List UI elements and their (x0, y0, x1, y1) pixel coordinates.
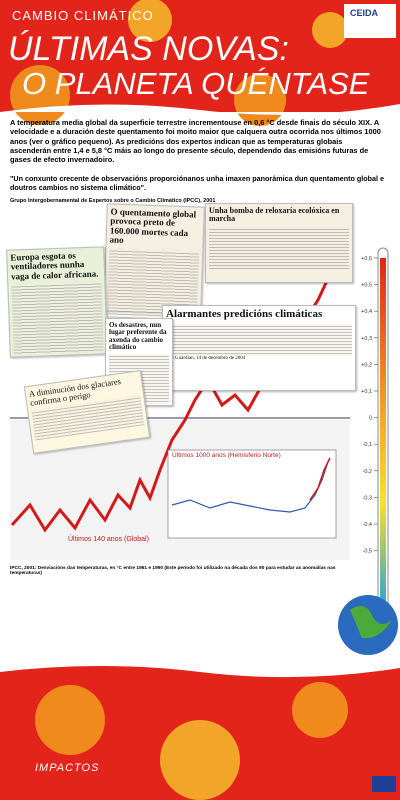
tick-label: -0,5 (363, 549, 372, 555)
title: ÚLTIMAS NOVAS: (8, 30, 289, 68)
headline: Alarmantes predicións climáticas (166, 308, 323, 320)
tick-label: -0,3 (363, 495, 372, 501)
tick-label: 0 (369, 416, 372, 422)
kicker: CAMBIO CLIMÁTICO (12, 8, 154, 23)
dot (312, 12, 348, 48)
eu-flag (372, 776, 396, 792)
dot (35, 685, 105, 755)
tick-label: -0,2 (363, 469, 372, 475)
graph-caption: IPCC, 2001: Desviacións das temperaturas… (10, 566, 336, 576)
text-lines (11, 281, 104, 355)
source: The Guardian, 14 de decembro de 2004 (166, 355, 246, 361)
tick-label: -0,4 (363, 522, 372, 528)
tick-label: +0,5 (361, 283, 372, 289)
globe-land (350, 606, 392, 639)
section-label: IMPACTOS (35, 762, 100, 774)
headline: O quentamento global provoca preto de 16… (109, 206, 197, 246)
instrumental-line (309, 457, 331, 501)
quote: "Un conxunto crecente de observacións pr… (10, 174, 385, 192)
headline: Unha bomba de reloxaría ecolóxica en mar… (209, 206, 340, 224)
inset-graph (167, 449, 337, 539)
title: O PLANETA QUÉNTASE (22, 66, 370, 101)
thermometer-liquid (380, 258, 386, 608)
clipping: Europa esgota os ventiladores nunha vaga… (6, 246, 108, 358)
dot (160, 720, 240, 800)
clipping: O quentamento global provoca preto de 16… (103, 203, 205, 322)
tick-label: +0,2 (361, 362, 372, 368)
logo-box (344, 4, 396, 38)
graph-label: Últimos 140 anos (Global) (68, 536, 149, 543)
text-lines (209, 226, 349, 269)
headline: Os desastres, nun lugar preferente da ax… (109, 321, 167, 352)
tick-label: +0,3 (361, 336, 372, 342)
inset-label: Últimos 1000 anos (Hemisferio Norte) (172, 452, 281, 459)
logo: CEIDA (350, 8, 379, 18)
quote-source: Grupo Intergobernamental de Expertos sob… (10, 198, 216, 204)
text-lines (166, 323, 352, 356)
tick-label: +0,6 (361, 256, 372, 262)
clipping: Alarmantes predicións climáticas The Guar… (162, 305, 356, 391)
tick-label: +0,1 (361, 389, 372, 395)
headline: Europa esgota os ventiladores nunha vaga… (10, 250, 99, 282)
dot (292, 682, 348, 738)
clipping: Unha bomba de reloxaría ecolóxica en mar… (205, 203, 353, 283)
dot (128, 0, 172, 42)
tick-label: +0,4 (361, 309, 372, 315)
intro: A temperatura media global da superficie… (10, 118, 381, 164)
tick-label: -0,1 (363, 442, 372, 448)
banner-edge (0, 104, 400, 115)
